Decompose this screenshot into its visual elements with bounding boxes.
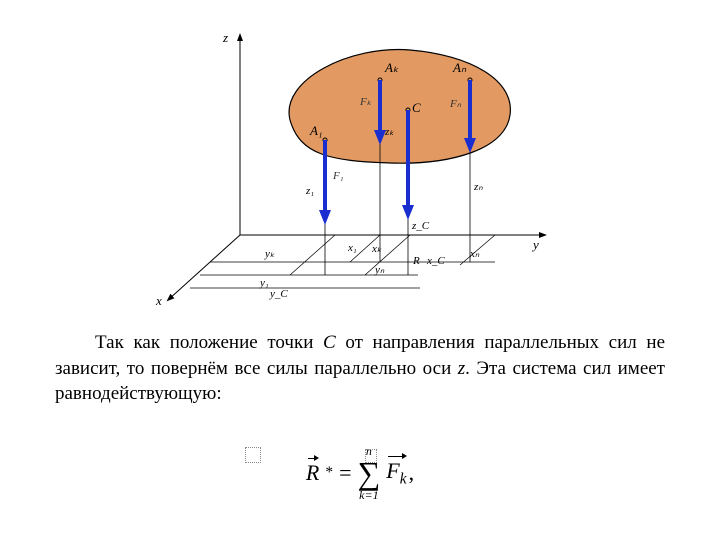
label-zC: z_C [412, 220, 429, 232]
label-zn: zₙ [474, 180, 483, 193]
label-x1: x₁ [348, 242, 357, 254]
label-An: Aₙ [453, 60, 466, 76]
rigid-body [289, 50, 510, 164]
label-yC: y_C [270, 288, 288, 300]
label-xn: xₙ [470, 247, 479, 260]
label-R: R [413, 255, 420, 267]
vector-Fk: Fk [386, 458, 406, 488]
label-y: y [533, 237, 539, 253]
label-zk: zₖ [385, 125, 394, 138]
label-A1: A₁ [310, 123, 322, 139]
symbol-F: F [386, 458, 399, 483]
artifact-box-right [365, 449, 377, 463]
label-Fn: Fₙ [450, 97, 461, 110]
label-yk: yₖ [265, 247, 275, 260]
text-part-0: Так как положение точки [95, 332, 323, 353]
label-yn: yₙ [375, 263, 384, 276]
label-z: z [223, 30, 228, 46]
formula-row: R* = n ∑ k=1 Fk , [0, 445, 720, 501]
label-z1: z₁ [306, 185, 314, 197]
figure-svg [150, 25, 550, 315]
label-xk: xₖ [372, 242, 382, 255]
comma: , [409, 460, 415, 486]
ground-diag [365, 235, 410, 275]
text-part-1: C [323, 332, 336, 353]
x-axis [168, 235, 240, 300]
label-F1: F₁ [333, 170, 344, 182]
label-Fk: Fₖ [360, 95, 371, 108]
artifact-box-left [245, 447, 261, 463]
label-x: x [156, 293, 162, 309]
vector-R: R [306, 460, 319, 486]
sum-lower: k=1 [359, 489, 378, 501]
label-Ak: Aₖ [385, 60, 398, 76]
label-xC: x_C [427, 255, 445, 267]
star: * [325, 464, 333, 482]
label-C: C [412, 100, 421, 116]
body-paragraph: Так как положение точки C от направления… [55, 330, 665, 407]
subscript-k: k [400, 470, 407, 487]
mechanics-figure: z x y A₁ Aₖ C Aₙ F₁ Fₖ Fₙ R z₁ zₖ zₙ z_C… [150, 25, 550, 315]
label-y1: y₁ [260, 277, 269, 289]
symbol-R: R [306, 460, 319, 485]
ground-diag [290, 235, 335, 275]
equals: = [339, 460, 351, 486]
